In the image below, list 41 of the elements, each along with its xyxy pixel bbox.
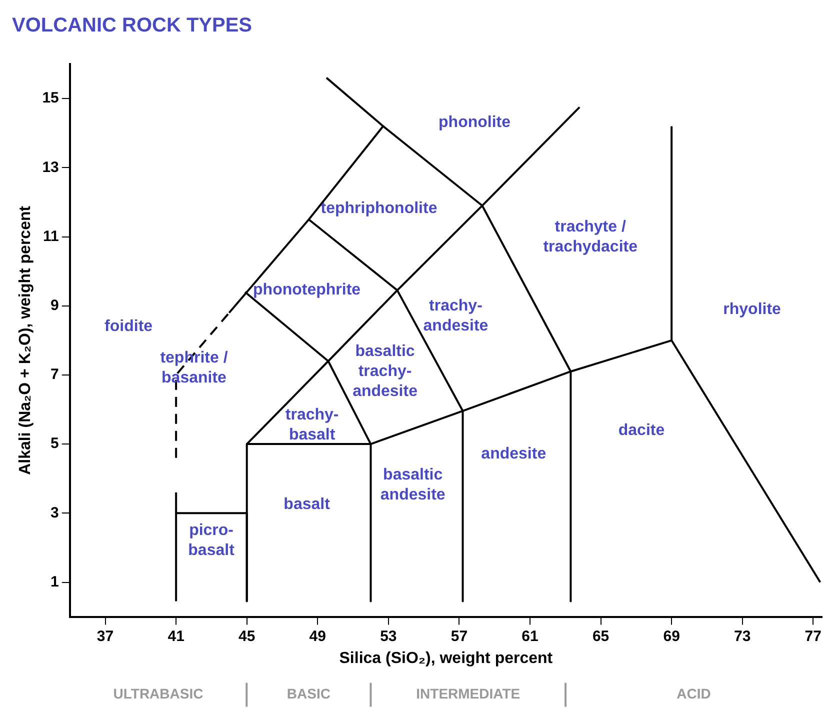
x-tick-label: 77 <box>804 628 822 645</box>
x-tick-label: 49 <box>309 628 326 645</box>
x-tick-label: 45 <box>238 628 256 645</box>
x-tick-label: 41 <box>168 628 184 645</box>
annotation: tephriphonolite <box>320 200 438 218</box>
x-tick-label: 57 <box>450 628 468 645</box>
x-tick-label: 53 <box>380 628 397 645</box>
annotation: foidite <box>104 318 153 335</box>
annotation: picro- basalt <box>188 522 236 559</box>
annotation: phonotephrite <box>253 282 361 298</box>
x-tick-label: 65 <box>592 628 610 645</box>
x-axis-title: Silica (SiO₂), weight percent <box>339 650 554 667</box>
chart-title: VOLCANIC ROCK TYPES <box>12 14 252 37</box>
annotation: trachyte / trachydacite <box>543 218 638 256</box>
annotation: dacite <box>618 422 665 439</box>
y-tick-label: 11 <box>43 228 59 245</box>
y-tick-label: 13 <box>42 158 59 176</box>
x-tick-label: 69 <box>663 628 680 645</box>
y-tick-label: 1 <box>50 573 59 590</box>
x-tick-label: 37 <box>96 628 114 645</box>
y-tick-label: 7 <box>50 366 59 384</box>
text: ULTRABASIC <box>113 686 204 702</box>
annotation: trachy- basalt <box>285 406 339 444</box>
text: ACID <box>676 686 711 702</box>
annotation: basalt <box>284 496 331 513</box>
y-tick-label: 9 <box>50 296 59 314</box>
y-tick-label: 15 <box>42 90 59 107</box>
annotation: andesite <box>481 446 546 463</box>
y-axis-title: Alkali (Na₂O + K₂O), weight percent <box>17 205 34 475</box>
x-tick-label: 73 <box>734 628 751 645</box>
annotation: tephrite / basanite <box>160 349 228 386</box>
annotation: phonolite <box>438 114 511 132</box>
y-tick-label: 3 <box>50 504 59 522</box>
annotation: trachy- andesite <box>423 297 488 334</box>
text: INTERMEDIATE <box>416 686 520 702</box>
annotation: rhyolite <box>723 300 782 318</box>
text: BASIC <box>286 686 330 702</box>
annotation: basaltic trachy- andesite <box>352 342 418 400</box>
x-tick-label: 61 <box>522 628 538 645</box>
y-tick-label: 5 <box>50 435 59 452</box>
annotation: basaltic andesite <box>380 466 446 504</box>
